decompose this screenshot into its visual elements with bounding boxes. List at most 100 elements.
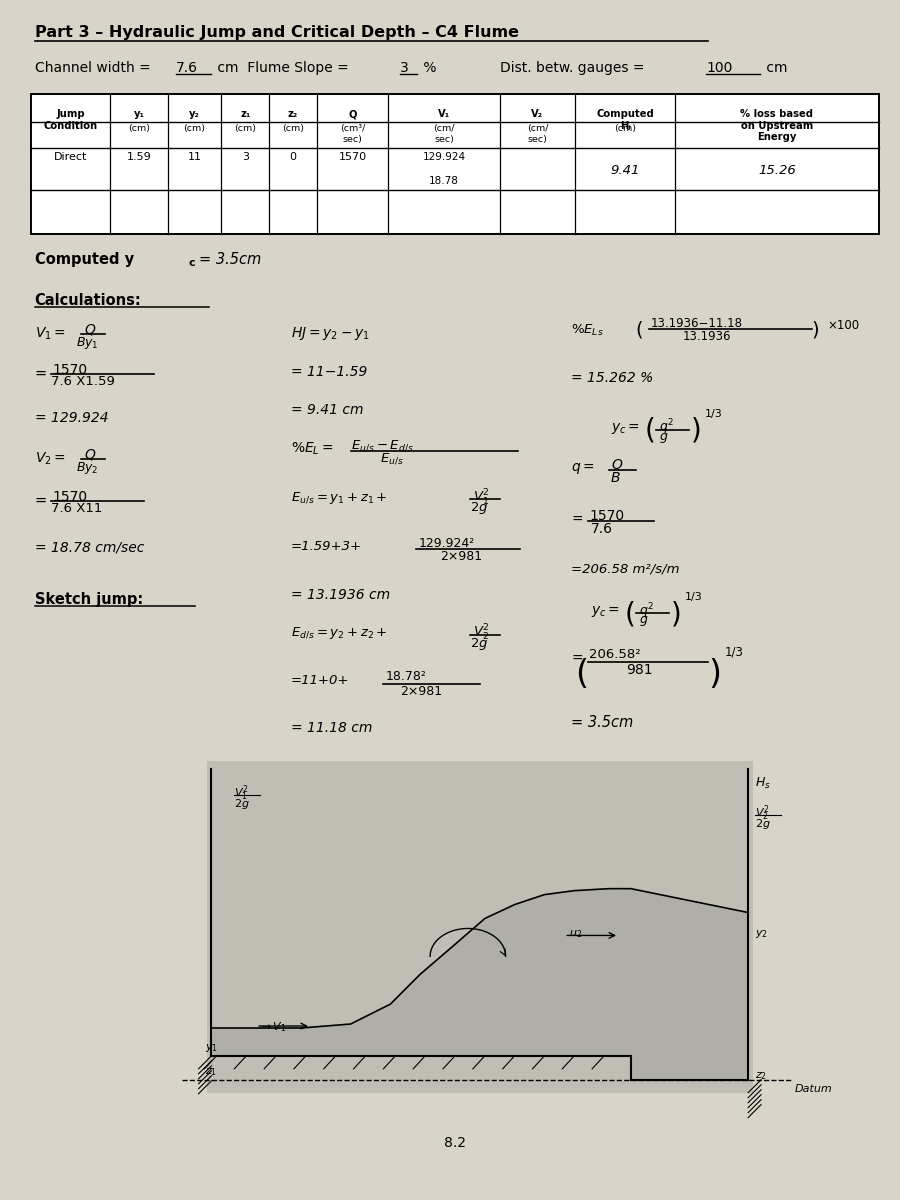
Text: =: = bbox=[572, 512, 583, 527]
Text: 2×981: 2×981 bbox=[440, 551, 482, 563]
Text: $y_2$: $y_2$ bbox=[755, 929, 768, 941]
Text: V₂: V₂ bbox=[531, 109, 544, 119]
Text: (cm/
sec): (cm/ sec) bbox=[526, 125, 548, 144]
Text: 7.6 X11: 7.6 X11 bbox=[51, 503, 103, 516]
Text: $V_2^2$: $V_2^2$ bbox=[472, 623, 490, 643]
Text: Computed
Hⱼ: Computed Hⱼ bbox=[596, 109, 653, 131]
Text: (: ( bbox=[644, 416, 655, 445]
Text: Dist. betw. gauges =: Dist. betw. gauges = bbox=[500, 60, 649, 74]
Text: % loss based
on Upstream
Energy: % loss based on Upstream Energy bbox=[741, 109, 814, 143]
Text: Q: Q bbox=[85, 323, 95, 336]
Text: 1/3: 1/3 bbox=[724, 646, 743, 659]
Text: 15.26: 15.26 bbox=[758, 164, 796, 178]
Text: 206.58²: 206.58² bbox=[590, 648, 641, 661]
Text: c: c bbox=[189, 258, 195, 268]
Text: $By_2$: $By_2$ bbox=[76, 460, 99, 475]
Text: z₁: z₁ bbox=[240, 109, 250, 119]
Text: 1570: 1570 bbox=[52, 364, 87, 377]
Text: 7.6: 7.6 bbox=[591, 522, 613, 536]
Text: 7.6: 7.6 bbox=[176, 60, 198, 74]
Text: Channel width =: Channel width = bbox=[34, 60, 155, 74]
Text: = 129.924: = 129.924 bbox=[34, 410, 108, 425]
Text: $2g$: $2g$ bbox=[234, 797, 250, 811]
Text: $y_1$: $y_1$ bbox=[204, 1042, 218, 1054]
Text: (cm): (cm) bbox=[282, 125, 304, 133]
Text: $V_1=$: $V_1=$ bbox=[34, 325, 66, 342]
Text: $\%E_{Ls}$: $\%E_{Ls}$ bbox=[572, 323, 604, 338]
Text: $E_{u/s}$: $E_{u/s}$ bbox=[381, 451, 404, 467]
Text: $2g$: $2g$ bbox=[470, 500, 488, 516]
Bar bbox=[206, 761, 753, 1093]
Text: V₁: V₁ bbox=[438, 109, 450, 119]
Text: y₂: y₂ bbox=[189, 109, 200, 119]
Text: 1/3: 1/3 bbox=[685, 592, 702, 602]
Text: cm: cm bbox=[762, 60, 788, 74]
Text: Q: Q bbox=[611, 457, 622, 472]
Text: (: ( bbox=[575, 658, 589, 691]
Text: =11+0+: =11+0+ bbox=[291, 673, 349, 686]
Text: $y_c=$: $y_c=$ bbox=[611, 421, 640, 436]
Text: $y_c=$: $y_c=$ bbox=[591, 604, 620, 619]
Text: $V_1^2$: $V_1^2$ bbox=[234, 784, 249, 803]
Text: =206.58 m²/s/m: =206.58 m²/s/m bbox=[572, 562, 680, 575]
Text: $2g$: $2g$ bbox=[755, 817, 770, 830]
Text: Direct: Direct bbox=[54, 152, 87, 162]
Text: (: ( bbox=[635, 320, 644, 340]
Text: (cm): (cm) bbox=[614, 125, 636, 133]
Text: B: B bbox=[611, 470, 620, 485]
Text: (cm): (cm) bbox=[184, 125, 205, 133]
Text: $\%E_L=$: $\%E_L=$ bbox=[291, 440, 334, 457]
Text: = 13.1936 cm: = 13.1936 cm bbox=[291, 588, 390, 602]
Text: =: = bbox=[572, 652, 583, 666]
Text: $By_1$: $By_1$ bbox=[76, 335, 99, 352]
Text: = 18.78 cm/sec: = 18.78 cm/sec bbox=[34, 540, 144, 554]
Text: $V_1^2$: $V_1^2$ bbox=[472, 487, 490, 508]
Text: 13.1936: 13.1936 bbox=[682, 330, 731, 343]
Text: = 3.5cm: = 3.5cm bbox=[572, 715, 634, 731]
Text: 7.6 X1.59: 7.6 X1.59 bbox=[51, 376, 115, 388]
Text: Q: Q bbox=[85, 448, 95, 462]
Text: 18.78²: 18.78² bbox=[385, 670, 427, 683]
Text: Part 3 – Hydraulic Jump and Critical Depth – C4 Flume: Part 3 – Hydraulic Jump and Critical Dep… bbox=[34, 25, 518, 40]
Text: (cm³/
sec): (cm³/ sec) bbox=[340, 125, 365, 144]
Text: 3: 3 bbox=[400, 60, 410, 74]
Text: 2×981: 2×981 bbox=[400, 685, 443, 697]
Text: Calculations:: Calculations: bbox=[34, 294, 141, 308]
Text: $\rightarrow V_1$: $\rightarrow V_1$ bbox=[259, 1020, 287, 1034]
Text: ): ) bbox=[670, 600, 681, 628]
Text: ): ) bbox=[812, 320, 819, 340]
Text: 13.1936−11.18: 13.1936−11.18 bbox=[651, 317, 742, 330]
Text: Computed y: Computed y bbox=[34, 252, 134, 266]
Text: $g$: $g$ bbox=[659, 431, 668, 445]
Text: 1570: 1570 bbox=[52, 490, 87, 504]
Text: $g$: $g$ bbox=[639, 614, 648, 628]
Text: ): ) bbox=[690, 416, 701, 445]
Text: $z_2$: $z_2$ bbox=[755, 1070, 767, 1081]
Text: =: = bbox=[34, 492, 47, 508]
Text: $V_2=$: $V_2=$ bbox=[34, 451, 66, 467]
Text: $H_s$: $H_s$ bbox=[755, 776, 771, 791]
Text: Datum: Datum bbox=[795, 1084, 833, 1093]
Text: 129.924: 129.924 bbox=[422, 152, 465, 162]
Text: Q: Q bbox=[348, 109, 357, 119]
Text: 1570: 1570 bbox=[338, 152, 366, 162]
Text: = 11.18 cm: = 11.18 cm bbox=[291, 721, 373, 736]
Text: 3: 3 bbox=[242, 152, 248, 162]
Text: Sketch jump:: Sketch jump: bbox=[34, 592, 143, 607]
Text: $2g$: $2g$ bbox=[470, 636, 488, 652]
Text: 0: 0 bbox=[290, 152, 296, 162]
Text: (cm): (cm) bbox=[128, 125, 150, 133]
Bar bbox=[31, 95, 879, 234]
Text: (cm/
sec): (cm/ sec) bbox=[433, 125, 454, 144]
Text: 1/3: 1/3 bbox=[705, 409, 722, 419]
Text: = 3.5cm: = 3.5cm bbox=[199, 252, 261, 266]
Text: $V_2^2$: $V_2^2$ bbox=[755, 803, 770, 823]
Text: $E_{u/s}=y_1+z_1+$: $E_{u/s}=y_1+z_1+$ bbox=[291, 491, 388, 506]
Text: 129.924²: 129.924² bbox=[418, 538, 474, 551]
Text: 18.78: 18.78 bbox=[429, 176, 459, 186]
Text: = 15.262 %: = 15.262 % bbox=[572, 371, 653, 385]
Text: = 11−1.59: = 11−1.59 bbox=[291, 365, 367, 379]
Text: Jump
Condition: Jump Condition bbox=[43, 109, 97, 131]
Text: 981: 981 bbox=[626, 662, 652, 677]
Text: %: % bbox=[419, 60, 436, 74]
